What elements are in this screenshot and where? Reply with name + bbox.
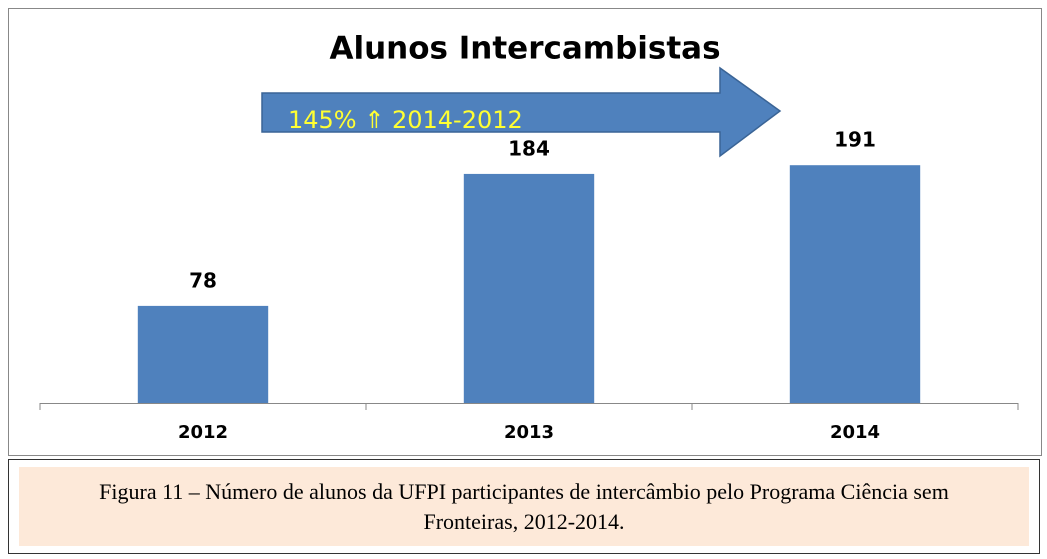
x-tick-label: 2014 xyxy=(830,422,880,443)
annotation: 145% ⇑ 2014-2012 xyxy=(288,106,523,134)
chart: Alunos Intercambistas 145% ⇑ 2014-2012 2… xyxy=(8,8,1042,456)
value-label: 184 xyxy=(508,136,550,160)
bar xyxy=(137,305,269,403)
caption-fill: Figura 11 – Número de alunos da UFPI par… xyxy=(19,467,1029,546)
caption-box: Figura 11 – Número de alunos da UFPI par… xyxy=(8,459,1040,554)
x-tick-label: 2012 xyxy=(178,422,228,443)
bar xyxy=(463,173,595,403)
chart-title: Alunos Intercambistas xyxy=(329,31,720,67)
annotation-arrow xyxy=(261,66,782,158)
bar xyxy=(789,165,921,403)
x-tick-label: 2013 xyxy=(504,422,554,443)
caption: Figura 11 – Número de alunos da UFPI par… xyxy=(99,478,949,534)
value-label: 191 xyxy=(834,128,876,152)
value-label: 78 xyxy=(189,268,217,292)
